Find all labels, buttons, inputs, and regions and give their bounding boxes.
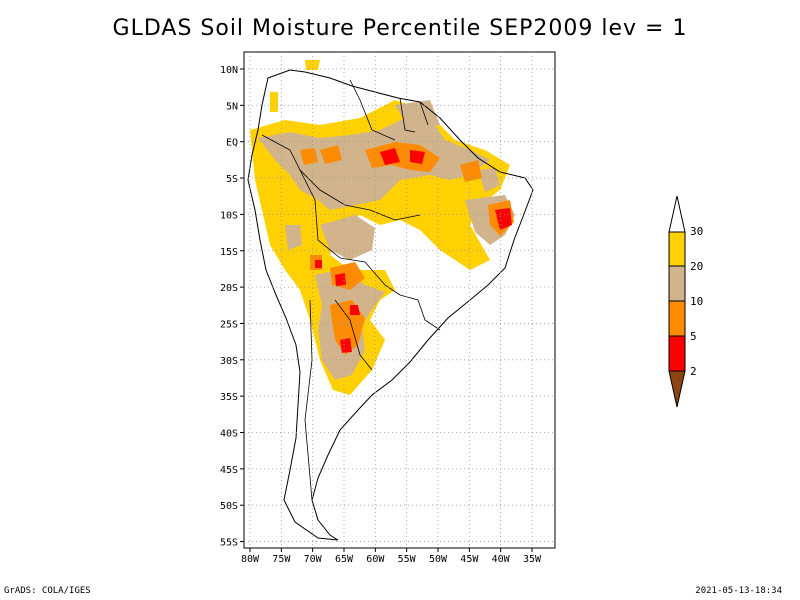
latitude-label: 55S xyxy=(220,538,238,549)
graticule xyxy=(240,52,555,552)
longitude-label: 45W xyxy=(460,554,479,565)
latitude-label: 15S xyxy=(220,247,238,258)
country-borders xyxy=(261,79,441,501)
footer-timestamp: 2021-05-13-18:34 xyxy=(695,586,782,596)
latitude-label: 10N xyxy=(220,65,238,76)
longitude-label: 60W xyxy=(366,554,385,565)
longitude-label: 40W xyxy=(492,554,511,565)
map-title: GLDAS Soil Moisture Percentile SEP2009 l… xyxy=(112,16,688,41)
latitude-label: 5N xyxy=(226,101,238,112)
latitude-labels: 10N 5N EQ 5S 10S 15S 20S 25S 30S 35S 40S 45S 50S 55S xyxy=(220,65,238,549)
footer-credit: GrADS: COLA/IGES xyxy=(4,586,91,596)
map-frame xyxy=(243,51,556,549)
colorbar-above-30 xyxy=(668,195,686,233)
longitude-labels: 80W 75W 70W 65W 60W 55W 50W 45W 40W 35W xyxy=(241,554,542,565)
latitude-label: 50S xyxy=(220,501,238,512)
colorbar-label-5: 5 xyxy=(690,330,697,343)
colorbar-2-5 xyxy=(668,335,686,372)
latitude-label: 40S xyxy=(220,429,238,440)
colorbar-label-30: 30 xyxy=(690,225,703,238)
longitude-label: 65W xyxy=(335,554,354,565)
latitude-label: 45S xyxy=(220,465,238,476)
longitude-label: 50W xyxy=(429,554,448,565)
colorbar-label-10: 10 xyxy=(690,295,703,308)
latitude-label: 30S xyxy=(220,356,238,367)
longitude-label: 80W xyxy=(241,554,260,565)
longitude-label: 75W xyxy=(272,554,291,565)
longitude-label: 70W xyxy=(304,554,323,565)
colorbar-label-2: 2 xyxy=(690,365,697,378)
colorbar-below-2 xyxy=(668,370,686,408)
percentile-field xyxy=(247,60,534,541)
colorbar: 30 20 10 5 2 xyxy=(668,195,703,408)
latitude-label: 20S xyxy=(220,283,238,294)
longitude-label: 55W xyxy=(398,554,417,565)
colorbar-label-20: 20 xyxy=(690,260,703,273)
band-2-5 xyxy=(315,148,512,353)
latitude-label: 5S xyxy=(226,174,238,185)
colorbar-20-30 xyxy=(668,231,686,267)
coastline xyxy=(247,69,534,541)
latitude-label: 25S xyxy=(220,319,238,330)
colorbar-5-10 xyxy=(668,300,686,337)
latitude-label: 10S xyxy=(220,210,238,221)
colorbar-10-20 xyxy=(668,265,686,302)
latitude-label: EQ xyxy=(226,138,238,149)
longitude-label: 35W xyxy=(523,554,542,565)
latitude-label: 35S xyxy=(220,392,238,403)
